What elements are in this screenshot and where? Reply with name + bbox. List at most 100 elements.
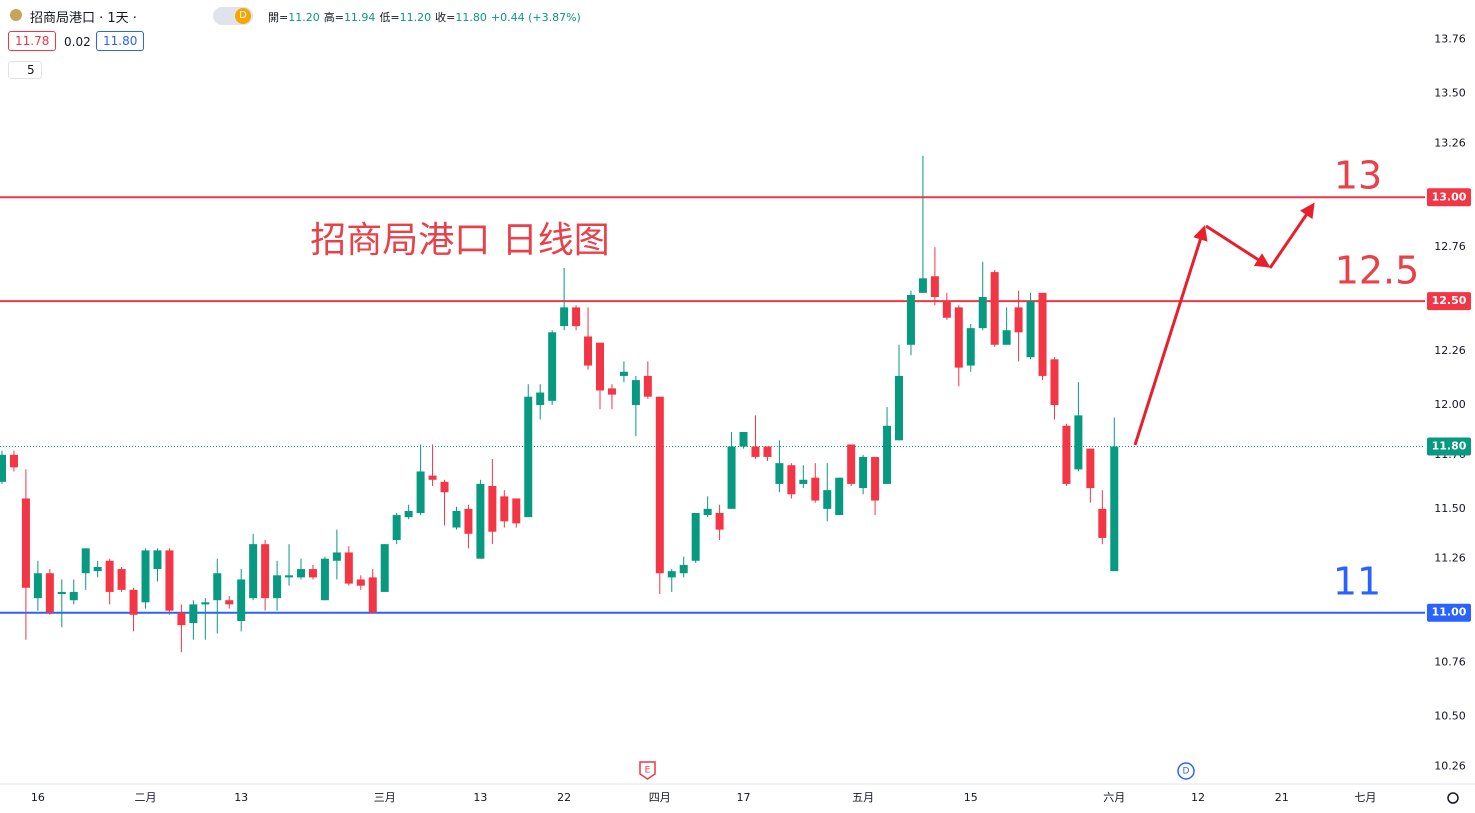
candle-body [1014, 307, 1023, 333]
level-label: 13.00 [1432, 190, 1467, 203]
y-tick-label: 11.26 [1434, 552, 1466, 565]
logo [10, 9, 22, 21]
y-tick-label: 12.00 [1434, 398, 1466, 411]
candle-body [69, 591, 78, 601]
annotation: 12.5 [1335, 249, 1420, 293]
last-price-box [1427, 437, 1471, 456]
candle-body [356, 579, 365, 586]
chart-title: 招商局港口 日线图 [310, 220, 609, 261]
candle-body [990, 272, 999, 345]
candle-body [464, 508, 473, 534]
candle-body [500, 496, 509, 522]
candle-body [237, 579, 246, 621]
ohlc-label: 低= [379, 11, 400, 24]
candle-body [787, 465, 796, 495]
level-label-box [1427, 188, 1471, 207]
candle-body [895, 375, 903, 441]
candle-body [189, 604, 198, 624]
candle-body [631, 380, 640, 405]
y-tick-label: 12.26 [1434, 344, 1466, 357]
x-tick-label: 16 [31, 791, 45, 804]
candle-body [285, 575, 294, 578]
candle-body [404, 510, 413, 518]
candle-body [811, 477, 820, 501]
buy-box[interactable]: 11.80 [96, 31, 145, 51]
x-tick-label: 二月 [135, 791, 157, 804]
annotation: 11 [1333, 560, 1381, 604]
candle-body [584, 336, 593, 366]
ohlc-value: 11.94 [343, 11, 376, 24]
candle-body [261, 544, 270, 599]
x-tick-label: 七月 [1354, 791, 1376, 804]
candle-body [954, 307, 963, 368]
candle-body [619, 371, 628, 376]
candle-body [859, 456, 868, 489]
candle-body [643, 375, 652, 397]
candle-body [679, 564, 688, 574]
candle-body [332, 552, 341, 561]
candle-body [572, 307, 581, 327]
level-label-box [1427, 292, 1471, 311]
candle-body [596, 342, 604, 391]
candle-body [440, 481, 449, 493]
candle-body [105, 560, 114, 592]
ohlc-label: 開= [268, 11, 289, 24]
dividend-marker[interactable] [1177, 762, 1195, 780]
y-tick-label: 13.26 [1434, 136, 1466, 149]
ohlc: 開=11.20 高=11.94 低=11.20 收=11.80 +0.44 (+3.87… [268, 9, 581, 25]
candle-body [0, 454, 6, 482]
candle-body [1026, 301, 1035, 358]
candle-body [129, 589, 138, 615]
plot: 10.2610.5010.7611.0011.2611.5011.7612.00… [0, 32, 1471, 804]
candle-body [799, 479, 808, 484]
candle-body [297, 569, 305, 578]
candle-body [775, 463, 784, 484]
candle-body [883, 425, 892, 484]
candle-body [751, 446, 760, 457]
candle-body [1098, 508, 1107, 538]
candle-body [21, 498, 30, 588]
candle-body [727, 446, 736, 509]
indicator-toggle[interactable]: 5 [8, 61, 42, 79]
candle-body [930, 276, 939, 297]
x-tick-label: 13 [473, 791, 487, 804]
candle-body [57, 591, 66, 594]
x-tick-label: 17 [737, 791, 751, 804]
candle-body [1002, 330, 1011, 345]
candle-body [368, 577, 377, 613]
candle-body [273, 575, 282, 599]
earnings-marker[interactable] [639, 761, 656, 780]
sell-box[interactable]: 11.78 [8, 31, 57, 51]
candle-body [1050, 359, 1059, 405]
candle-body [512, 498, 521, 524]
ohlc-value: 11.20 [288, 11, 320, 24]
ohlc-label: 高= [323, 11, 344, 24]
level-label: 11.00 [1432, 606, 1467, 619]
candle-body [428, 475, 437, 480]
change: +0.44 (+3.87%) [490, 11, 581, 24]
badge-pill[interactable]: D [213, 7, 253, 25]
settings-icon[interactable] [1447, 792, 1459, 804]
x-tick-label: 四月 [649, 791, 671, 804]
candle-body [213, 573, 222, 601]
candle-body [524, 396, 533, 518]
y-tick-label: 12.76 [1434, 240, 1466, 253]
candle-body [488, 486, 497, 532]
level-label-box [1427, 603, 1471, 622]
candle-body [380, 544, 389, 592]
candle-body [548, 332, 557, 401]
candle-body [1062, 425, 1071, 484]
candle-body [392, 515, 401, 540]
ohlc-value: 11.80 [455, 11, 487, 24]
forecast-arrows [1133, 202, 1315, 446]
candle-body [320, 558, 329, 601]
candle-body [918, 278, 927, 293]
x-tick-label: 六月 [1103, 791, 1125, 804]
candle-body [847, 444, 856, 484]
candle-body [560, 307, 569, 327]
candle-body [201, 602, 210, 605]
candle-body [978, 297, 987, 329]
candle-body [249, 544, 258, 599]
